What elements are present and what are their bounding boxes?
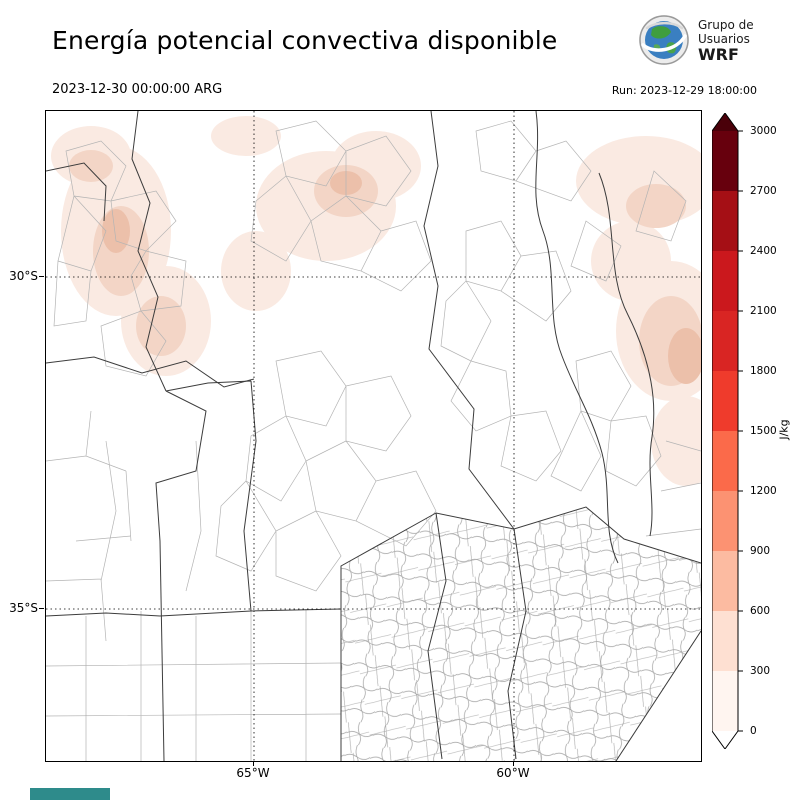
map-frame [45, 110, 702, 762]
logo-line-2: Usuarios [698, 32, 750, 46]
lat-label-35s: 35°S [9, 601, 38, 615]
cape-shading-strong [102, 171, 701, 384]
colorbar-tick-label: 2700 [750, 185, 777, 197]
map-svg [46, 111, 701, 761]
colorbar-tick-label: 1500 [750, 425, 777, 437]
colorbar-tick-label: 2100 [750, 305, 777, 317]
colorbar-tick-label: 2400 [750, 245, 777, 257]
page-title: Energía potencial convectiva disponible [52, 26, 558, 55]
colorbar-over-arrow [712, 113, 738, 131]
province-boundaries [46, 111, 701, 761]
colorbar-tick-label: 600 [750, 605, 771, 617]
colorbar-tick-label: 0 [750, 725, 757, 737]
colorbar-tick-label: 900 [750, 545, 771, 557]
footer-color-rect [30, 788, 110, 800]
logo-text: Grupo de Usuarios WRF [698, 18, 754, 64]
colorbar-tick-label: 1200 [750, 485, 777, 497]
wrf-logo: Grupo de Usuarios WRF [638, 12, 798, 68]
colorbar-units-label: J/kg [777, 419, 791, 440]
logo-line-1: Grupo de [698, 18, 754, 32]
logo-line-wrf: WRF [698, 45, 739, 64]
colorbar-tick-label: 1800 [750, 365, 777, 377]
colorbar-tick-label: 3000 [750, 125, 777, 137]
colorbar-ticks [738, 130, 743, 732]
lon-tick-65w [253, 761, 254, 766]
colorbar: 3000 2700 2400 2100 1800 1500 1200 900 6… [712, 113, 800, 753]
lon-tick-60w [513, 761, 514, 766]
lat-tick-35s [39, 608, 44, 609]
colorbar-tick-label: 300 [750, 665, 771, 677]
footer-color-bar [30, 788, 110, 800]
valid-time-label: 2023-12-30 00:00:00 ARG [52, 82, 223, 97]
department-boundaries [46, 120, 701, 761]
colorbar-segments [712, 131, 738, 731]
lon-label-65w: 65°W [236, 766, 270, 780]
run-time-label: Run: 2023-12-29 18:00:00 [611, 84, 757, 97]
globe-icon [639, 15, 689, 65]
colorbar-under-arrow [712, 731, 738, 749]
lat-label-30s: 30°S [9, 269, 38, 283]
colorbar-svg [712, 113, 743, 749]
lon-label-60w: 60°W [496, 766, 530, 780]
lat-tick-30s [39, 276, 44, 277]
